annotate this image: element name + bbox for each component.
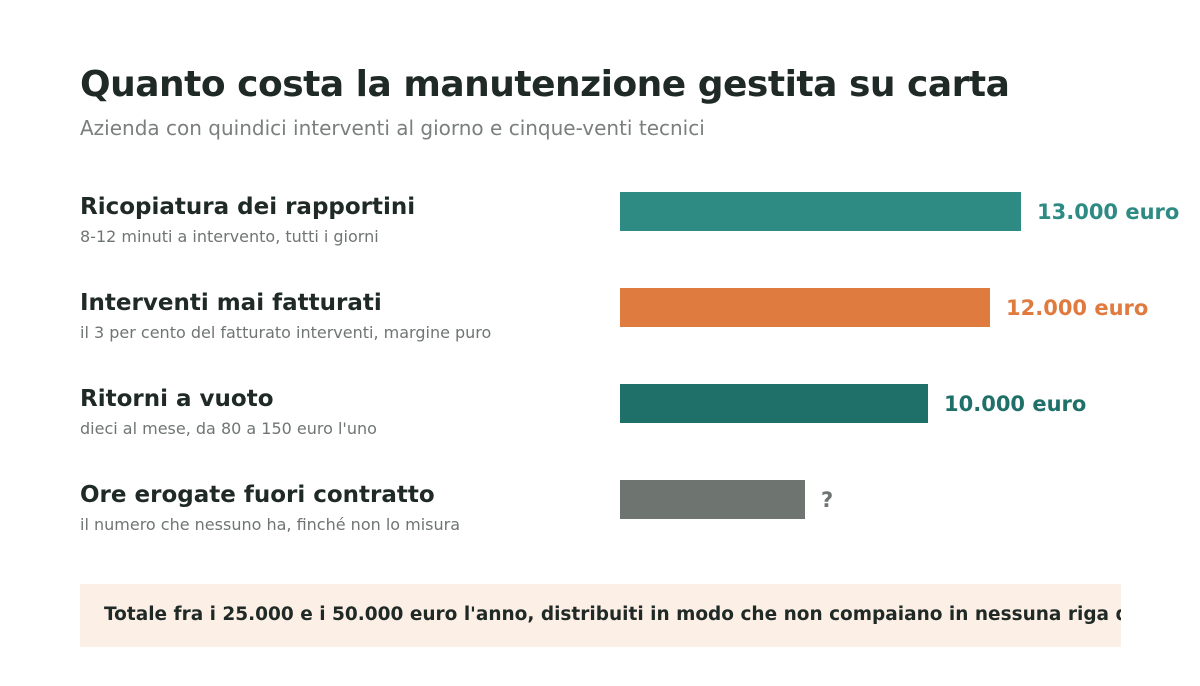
category-label: Ritorni a vuoto bbox=[80, 386, 274, 412]
bar-value-label: ? bbox=[821, 488, 834, 512]
bar-value-label: 12.000 euro bbox=[1006, 296, 1149, 320]
chart-subtitle: Azienda con quindici interventi al giorn… bbox=[80, 116, 705, 140]
bar-value-label: 10.000 euro bbox=[944, 392, 1087, 416]
category-description: dieci al mese, da 80 a 150 euro l'uno bbox=[80, 419, 377, 438]
category-description: il 3 per cento del fatturato interventi,… bbox=[80, 323, 492, 342]
category-description: 8-12 minuti a intervento, tutti i giorni bbox=[80, 227, 379, 246]
category-label: Ore erogate fuori contratto bbox=[80, 482, 435, 508]
bar bbox=[620, 192, 1021, 231]
total-note: Totale fra i 25.000 e i 50.000 euro l'an… bbox=[104, 604, 1121, 625]
chart-title: Quanto costa la manutenzione gestita su … bbox=[80, 64, 1010, 105]
category-label: Ricopiatura dei rapportini bbox=[80, 194, 416, 220]
category-description: il numero che nessuno ha, finché non lo … bbox=[80, 515, 461, 534]
category-label: Interventi mai fatturati bbox=[80, 290, 382, 316]
bar-value-label: 13.000 euro bbox=[1037, 200, 1180, 224]
total-callout: Totale fra i 25.000 e i 50.000 euro l'an… bbox=[80, 584, 1121, 647]
bar bbox=[620, 480, 805, 519]
bar bbox=[620, 288, 990, 327]
bar bbox=[620, 384, 928, 423]
